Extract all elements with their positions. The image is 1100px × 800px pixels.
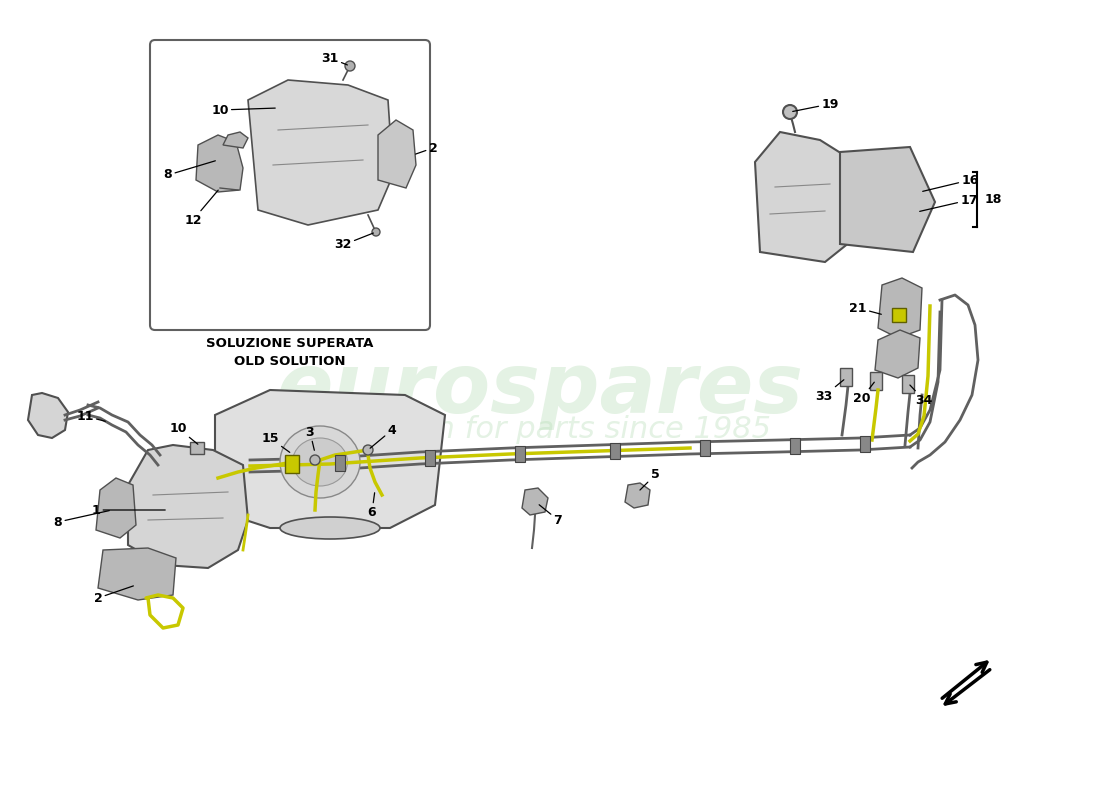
- Polygon shape: [248, 80, 393, 225]
- Text: 10: 10: [169, 422, 198, 444]
- Text: 5: 5: [640, 469, 659, 490]
- Text: 3: 3: [306, 426, 315, 450]
- Bar: [285, 455, 299, 473]
- Bar: [902, 375, 914, 393]
- Bar: [190, 442, 204, 454]
- Text: 31: 31: [321, 51, 348, 65]
- Text: 34: 34: [910, 385, 933, 406]
- Text: 15: 15: [262, 431, 289, 452]
- Bar: [515, 446, 525, 462]
- Bar: [892, 308, 906, 322]
- Text: 2: 2: [416, 142, 438, 154]
- Bar: [860, 436, 870, 452]
- Polygon shape: [878, 278, 922, 338]
- Text: 1: 1: [91, 503, 165, 517]
- Text: 33: 33: [815, 380, 844, 402]
- Polygon shape: [98, 548, 176, 600]
- Polygon shape: [755, 132, 855, 262]
- Text: a passion for parts since 1985: a passion for parts since 1985: [309, 415, 770, 445]
- Ellipse shape: [280, 426, 360, 498]
- Text: 4: 4: [370, 423, 396, 448]
- Polygon shape: [96, 478, 136, 538]
- Circle shape: [363, 445, 373, 455]
- Circle shape: [310, 455, 320, 465]
- Text: 18: 18: [984, 193, 1002, 206]
- Bar: [840, 368, 852, 386]
- Text: 8: 8: [164, 161, 216, 182]
- Bar: [610, 442, 620, 458]
- Polygon shape: [625, 483, 650, 508]
- Text: 2: 2: [94, 586, 133, 605]
- Text: SOLUZIONE SUPERATA
OLD SOLUTION: SOLUZIONE SUPERATA OLD SOLUTION: [207, 337, 374, 368]
- Polygon shape: [874, 330, 920, 378]
- Text: 32: 32: [334, 233, 373, 251]
- Bar: [870, 372, 882, 390]
- Text: 21: 21: [849, 302, 881, 314]
- Text: 10: 10: [211, 103, 275, 117]
- Text: 11: 11: [76, 410, 106, 422]
- Polygon shape: [214, 390, 446, 528]
- Text: eurospares: eurospares: [276, 350, 803, 430]
- Polygon shape: [128, 445, 248, 568]
- FancyBboxPatch shape: [150, 40, 430, 330]
- Text: 17: 17: [920, 194, 978, 211]
- Text: 7: 7: [539, 505, 562, 526]
- Polygon shape: [522, 488, 548, 515]
- Circle shape: [783, 105, 798, 119]
- Bar: [700, 440, 710, 456]
- Text: 19: 19: [793, 98, 838, 111]
- Polygon shape: [840, 147, 935, 252]
- Text: 16: 16: [923, 174, 979, 191]
- Text: 12: 12: [185, 190, 218, 226]
- Circle shape: [345, 61, 355, 71]
- Circle shape: [372, 228, 379, 236]
- Polygon shape: [196, 135, 243, 192]
- Ellipse shape: [280, 517, 380, 539]
- Text: 6: 6: [367, 493, 376, 518]
- Polygon shape: [378, 120, 416, 188]
- Text: 20: 20: [854, 382, 874, 405]
- Bar: [425, 450, 435, 466]
- Text: 8: 8: [54, 510, 109, 529]
- Polygon shape: [28, 393, 68, 438]
- Bar: [790, 438, 800, 454]
- Polygon shape: [223, 132, 248, 148]
- Ellipse shape: [293, 438, 348, 486]
- Bar: [336, 455, 345, 471]
